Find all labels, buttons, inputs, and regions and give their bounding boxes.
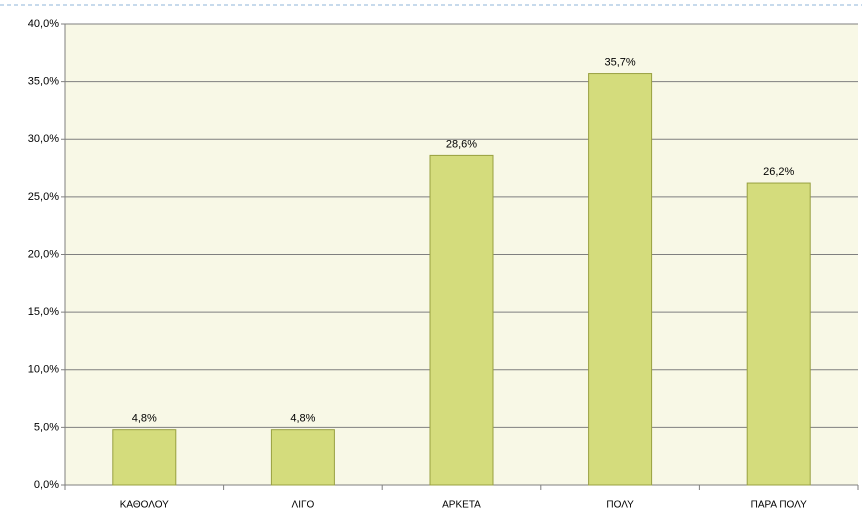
- x-tick-label: ΠΟΛΥ: [606, 500, 634, 511]
- x-tick-label: ΠΑΡΑ ΠΟΛΥ: [751, 500, 807, 511]
- y-tick-label: 0,0%: [34, 479, 59, 491]
- bar: [429, 154, 494, 486]
- bar: [112, 429, 177, 486]
- y-tick-label: 10,0%: [28, 364, 59, 376]
- bar: [588, 73, 653, 486]
- y-tick-label: 40,0%: [28, 18, 59, 30]
- x-tick-label: ΑΡΚΕΤΑ: [442, 500, 481, 511]
- x-tick-label: ΚΑΘΟΛΟΥ: [120, 500, 169, 511]
- value-label: 4,8%: [132, 413, 157, 425]
- y-tick-label: 25,0%: [28, 191, 59, 203]
- value-label: 4,8%: [290, 413, 315, 425]
- y-tick-label: 35,0%: [28, 76, 59, 88]
- y-tick-label: 5,0%: [34, 421, 59, 433]
- y-tick-label: 20,0%: [28, 248, 59, 260]
- value-label: 35,7%: [604, 56, 635, 68]
- bar: [746, 182, 811, 486]
- value-label: 26,2%: [763, 166, 794, 178]
- bar: [270, 429, 335, 486]
- y-tick-label: 30,0%: [28, 133, 59, 145]
- x-tick-label: ΛΙΓΟ: [292, 500, 315, 511]
- value-label: 28,6%: [446, 138, 477, 150]
- y-tick-label: 15,0%: [28, 306, 59, 318]
